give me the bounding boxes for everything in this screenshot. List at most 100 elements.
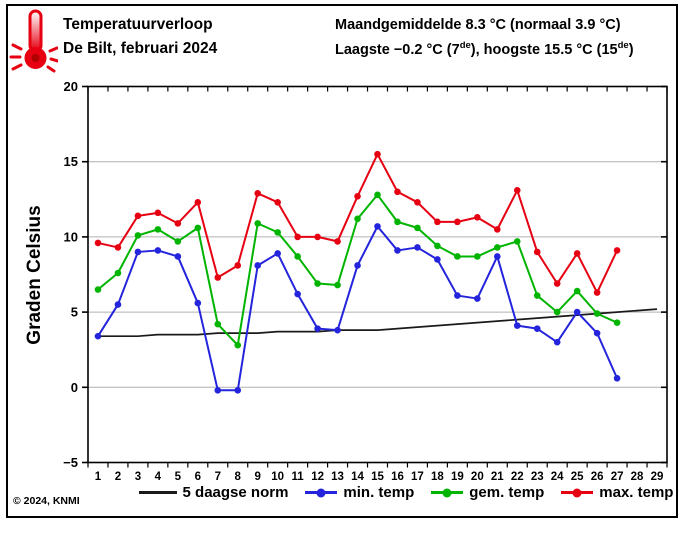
x-tick-label: 6 (195, 471, 201, 483)
x-tick-label: 1 (95, 471, 102, 483)
gem-temp-dot-icon (442, 488, 452, 497)
max-temp-point (513, 186, 521, 194)
max-temp-point (254, 189, 262, 197)
gem-temp-point (214, 320, 222, 328)
plot-box (87, 85, 668, 464)
norm-line-swatch (138, 491, 177, 494)
x-tick-label: 18 (431, 471, 444, 483)
max-temp-point (434, 218, 441, 226)
min-temp-point (234, 387, 242, 394)
x-tick-label: 13 (331, 471, 344, 483)
min-temp-point (174, 253, 182, 260)
gem-temp-point (134, 232, 142, 239)
gem-temp-point (414, 224, 421, 232)
max-temp-dot-icon (572, 488, 582, 497)
y-tick-label: 20 (64, 79, 78, 94)
min-temp-point (114, 301, 122, 308)
x-tick-label: 16 (391, 471, 404, 483)
x-tick-label: 10 (271, 471, 284, 483)
x-tick-label: 29 (651, 471, 664, 483)
gem-temp-point (573, 287, 581, 295)
gem-temp-point (154, 226, 162, 233)
y-tick-label: 0 (71, 380, 78, 395)
chart-subtitle: De Bilt, februari 2024 (63, 40, 218, 57)
gem-temp-point (374, 191, 381, 199)
min-temp-point (94, 332, 102, 340)
legend-label-min: min. temp (343, 484, 415, 501)
gem-temp-point (394, 218, 401, 226)
max-temp-point (154, 209, 162, 217)
x-tick-label: 23 (531, 471, 544, 483)
max-temp-point (573, 250, 581, 257)
min-temp-point (394, 247, 401, 254)
gem-temp-point (593, 310, 601, 317)
max-temp-point (493, 226, 501, 233)
gem-temp-point (434, 242, 441, 250)
min-temp-dot-icon (316, 488, 326, 497)
gem-temp-point (194, 224, 202, 232)
legend-item-max: max. temp (561, 484, 673, 501)
y-axis-title: Graden Celsius (24, 205, 45, 344)
gem-temp-point (354, 215, 361, 223)
max-temp-point (454, 218, 461, 226)
max-temp-point (613, 247, 621, 254)
x-tick-label: 19 (451, 471, 464, 483)
max-temp-point (214, 274, 222, 281)
x-tick-label: 3 (135, 471, 141, 483)
x-tick-label: 14 (351, 471, 364, 483)
x-tick-label: 24 (551, 471, 564, 483)
max-temp-point (533, 248, 541, 256)
y-tick-label: −5 (63, 455, 78, 470)
y-tick-label: 10 (64, 229, 78, 244)
chart-legend: 5 daagse norm min. temp gem. temp max. t… (138, 484, 673, 501)
x-tick-label: 2 (115, 471, 121, 483)
x-tick-label: 28 (631, 471, 644, 483)
max-temp-point (174, 220, 182, 227)
min-temp-point (414, 244, 421, 251)
max-temp-point (394, 188, 401, 196)
x-tick-label: 9 (255, 471, 261, 483)
gem-temp-swatch (431, 488, 464, 497)
x-tick-label: 22 (511, 471, 524, 483)
gem-temp-point (553, 308, 561, 316)
max-temp-point (354, 192, 361, 200)
max-temp-point (274, 199, 281, 206)
legend-item-gem: gem. temp (431, 484, 544, 501)
min-temp-point (613, 374, 621, 382)
gem-temp-point (234, 341, 242, 349)
stat-month-mean: Maandgemiddelde 8.3 °C (normaal 3.9 °C) (335, 17, 621, 33)
legend-item-min: min. temp (305, 484, 414, 501)
min-temp-point (374, 223, 381, 230)
copyright-notice: © 2024, KNMI (13, 495, 80, 507)
max-temp-point (414, 199, 421, 206)
min-temp-point (254, 262, 262, 269)
gem-temp-point (613, 319, 621, 326)
min-temp-point (194, 299, 202, 307)
gem-temp-point (294, 253, 301, 260)
legend-item-norm: 5 daagse norm (138, 484, 288, 501)
gem-temp-point (493, 244, 501, 251)
min-temp-point (334, 326, 341, 334)
min-temp-point (593, 329, 601, 337)
min-temp-point (454, 292, 461, 299)
min-temp-point (533, 325, 541, 332)
x-tick-label: 26 (591, 471, 604, 483)
chart-frame (6, 4, 678, 518)
legend-label-max: max. temp (599, 484, 674, 501)
max-temp-point (334, 238, 341, 245)
gem-temp-point (334, 281, 341, 289)
gem-temp-point (513, 238, 521, 245)
max-temp-point (474, 214, 481, 221)
min-temp-point (513, 322, 521, 329)
x-tick-label: 17 (411, 471, 424, 483)
min-temp-point (493, 253, 501, 260)
gem-temp-point (474, 253, 481, 260)
max-temp-swatch (561, 488, 594, 497)
max-temp-point (194, 199, 202, 206)
max-temp-point (294, 233, 301, 241)
x-tick-label: 4 (155, 471, 162, 483)
min-temp-point (154, 247, 162, 254)
x-tick-label: 21 (491, 471, 504, 483)
y-tick-label: 5 (71, 305, 78, 320)
